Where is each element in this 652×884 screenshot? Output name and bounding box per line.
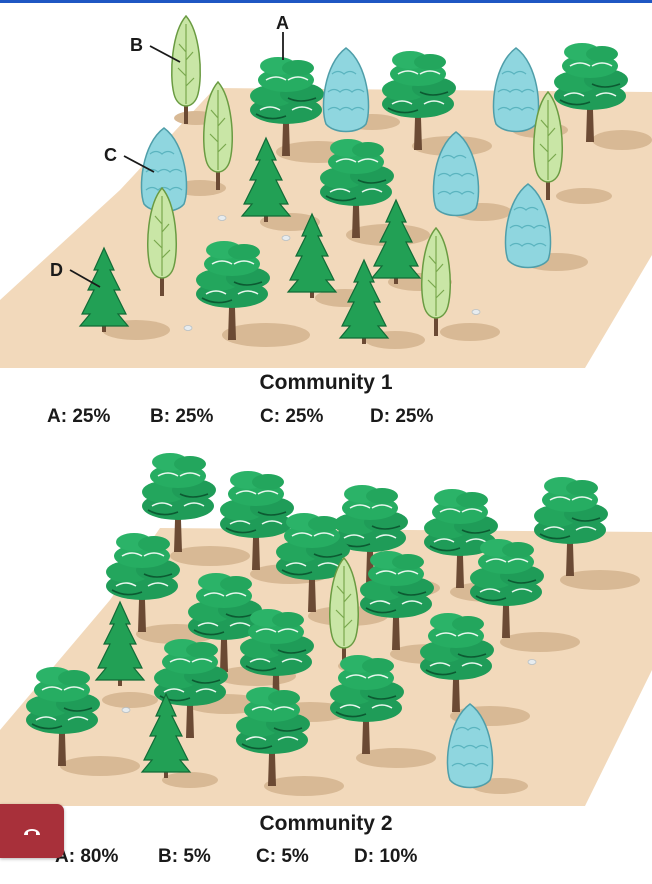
community-2-stats: A: 80% B: 5% C: 5% D: 10% <box>0 846 652 870</box>
blue-spruce-tree <box>492 47 540 133</box>
label-b: B <box>130 35 143 55</box>
community-2-stat-a: A: 80% <box>55 846 119 867</box>
community-1-stat-c: C: 25% <box>260 406 324 427</box>
community-1-stat-d: D: 25% <box>370 406 434 427</box>
community-1-title: Community 1 <box>259 371 393 394</box>
label-c: C <box>104 145 117 165</box>
community-2-stat-d: D: 10% <box>354 846 418 867</box>
community-2-forest-illustration <box>0 452 652 806</box>
community-2-stat-b: B: 5% <box>158 846 211 867</box>
community-1-stat-a: A: 25% <box>47 406 111 427</box>
community-2-stat-c: C: 5% <box>256 846 309 867</box>
community-1-forest-illustration: A B C D <box>0 13 652 368</box>
hang-up-call-button[interactable] <box>0 804 64 858</box>
community-1-stats: A: 25% B: 25% C: 25% D: 25% <box>0 406 652 430</box>
blue-spruce-tree <box>322 47 370 133</box>
community-2-title: Community 2 <box>259 812 393 835</box>
top-accent-bar <box>0 0 652 3</box>
pebbles <box>183 215 481 331</box>
poplar-tree <box>170 15 202 125</box>
leader-lines <box>69 32 284 288</box>
community-1-stat-b: B: 25% <box>150 406 214 427</box>
label-a: A <box>276 13 289 33</box>
label-d: D <box>50 260 63 280</box>
hang-up-phone-icon <box>24 829 40 835</box>
